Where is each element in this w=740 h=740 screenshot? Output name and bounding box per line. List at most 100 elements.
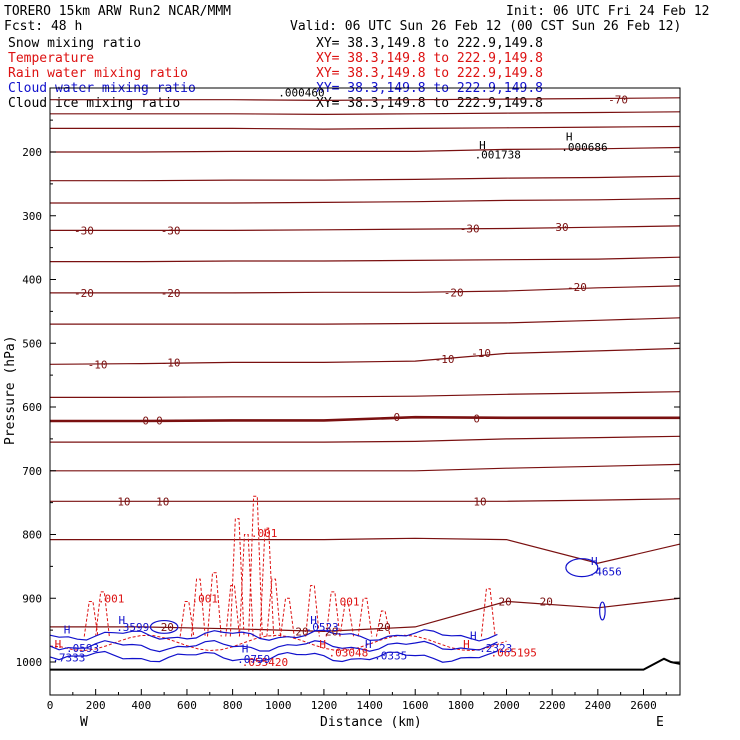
rain-contour	[325, 591, 341, 637]
maximum-marker: H	[365, 638, 372, 651]
isotherm-line	[50, 435, 681, 443]
maximum-marker: H	[118, 614, 125, 627]
temperature-label: 10	[473, 495, 486, 508]
rain-contour	[95, 591, 110, 637]
cloud-water-contour	[49, 639, 498, 653]
maximum-marker: H	[310, 614, 317, 627]
isotherm-line	[50, 597, 681, 633]
cloud-water-contour	[49, 650, 498, 663]
rain-contours	[49, 495, 507, 652]
cloud-water-loop	[565, 558, 599, 578]
rain-label: .001	[192, 592, 219, 605]
maximum-marker: H	[479, 139, 486, 152]
maximum-marker: H	[242, 642, 249, 655]
rain-label: .065195	[491, 646, 537, 659]
rain-contour	[248, 495, 263, 637]
temperature-label: 0	[142, 414, 149, 427]
temperature-label: -30	[460, 223, 480, 236]
ice-label: .001738	[475, 149, 521, 162]
rain-contour	[179, 600, 195, 637]
temperature-label: -30	[549, 221, 569, 234]
rain-contour	[191, 578, 206, 637]
temperature-label: 0	[156, 414, 163, 427]
terrain-surface	[50, 657, 681, 671]
rain-contour	[207, 572, 222, 637]
rain-envelope	[49, 634, 507, 652]
legend-xy-rain: XY= 38.3,149.8 to 222.9,149.8	[316, 66, 543, 81]
x-tick-label: 600	[177, 699, 197, 712]
legend-xy-cloud-ice: XY= 38.3,149.8 to 222.9,149.8	[316, 96, 543, 111]
temperature-label: -10	[471, 347, 491, 360]
rain-contour	[339, 604, 355, 637]
header-valid: Valid: 06 UTC Sun 26 Feb 12 (00 CST Sun …	[290, 19, 681, 34]
ice-label: .000460	[278, 87, 324, 100]
isotherm-line	[50, 97, 681, 102]
cloud-water-label: .2323	[479, 642, 512, 655]
temperature-label: -20	[161, 287, 181, 300]
header-init: Init: 06 UTC Fri 24 Feb 12	[506, 4, 710, 19]
rain-contour	[83, 600, 99, 637]
y-tick-label: 200	[22, 146, 42, 159]
isotherm-line	[50, 463, 681, 472]
cloud-water-label: .0335	[374, 650, 407, 663]
temperature-label: -30	[74, 224, 94, 237]
x-end-label-east: E	[656, 715, 664, 730]
rain-contour	[480, 588, 496, 637]
y-tick-label: 800	[22, 529, 42, 542]
isotherm-line	[50, 225, 681, 231]
temperature-label: 20	[161, 621, 174, 634]
temperature-label: 10	[156, 495, 169, 508]
rain-contour	[375, 610, 391, 637]
temperature-label: 20	[378, 621, 391, 634]
contour-labels: -70 -30 -30 -30 -30 -20 -20 -20 -20 -10 -10 -10 -10 0…	[52, 87, 628, 669]
cloud-water-loop	[599, 601, 606, 621]
rain-label: .001	[251, 527, 278, 540]
rain-contour	[280, 597, 295, 637]
isotherm-line	[50, 111, 681, 116]
rain-label: .001	[333, 595, 360, 608]
y-tick-label: 400	[22, 274, 42, 287]
rain-label: .03048	[328, 646, 368, 659]
isotherm-line	[50, 415, 680, 423]
cloud-water-contours	[49, 558, 606, 663]
cloud-water-label: .0523	[306, 621, 339, 634]
isotherm-line	[50, 285, 681, 294]
cloud-water-label: .4656	[589, 565, 622, 578]
header-model: TORERO 15km ARW Run2 NCAR/MMM	[4, 4, 231, 19]
maximum-marker: H	[463, 638, 470, 651]
isotherm-line	[50, 125, 681, 130]
isotherm-line	[50, 146, 681, 153]
temperature-label: -20	[444, 286, 464, 299]
x-tick-label: 1200	[311, 699, 338, 712]
legend-label-cloud-ice: Cloud ice mixing ratio	[8, 96, 180, 111]
rain-contour	[357, 597, 373, 637]
temperature-label: 20	[295, 625, 308, 638]
temperature-label: 0	[394, 411, 401, 424]
rain-label: .055420	[242, 656, 288, 669]
temperature-label: -30	[161, 224, 181, 237]
y-tick-label: 700	[22, 465, 42, 478]
x-tick-label: 1800	[448, 699, 475, 712]
temperature-label: -10	[435, 353, 455, 366]
legend-xy-snow: XY= 38.3,149.8 to 222.9,149.8	[316, 36, 543, 51]
axes: 0 200 400 600 800 1000 1200 1400 1600 1800 2000 220…	[16, 119, 680, 712]
x-tick-label: 2600	[630, 699, 657, 712]
temperature-label: -20	[74, 287, 94, 300]
ice-label: .000686	[561, 141, 607, 154]
isotherm-line	[50, 391, 681, 398]
maximum-marker: H	[591, 555, 598, 568]
x-tick-label: 200	[86, 699, 106, 712]
rain-contour	[259, 527, 275, 637]
temperature-label: 10	[117, 495, 130, 508]
maximum-marker: H	[319, 638, 326, 651]
legend-xy-temperature: XY= 38.3,149.8 to 222.9,149.8	[316, 51, 543, 66]
rain-contour	[305, 585, 320, 637]
maximum-marker: H	[55, 638, 62, 651]
cloud-water-contour	[49, 629, 498, 642]
x-tick-label: 1600	[402, 699, 429, 712]
y-tick-label: 500	[22, 337, 42, 350]
maximum-marker: H	[64, 623, 71, 636]
cloud-water-label: .3599	[116, 621, 149, 634]
x-tick-label: 1000	[265, 699, 292, 712]
